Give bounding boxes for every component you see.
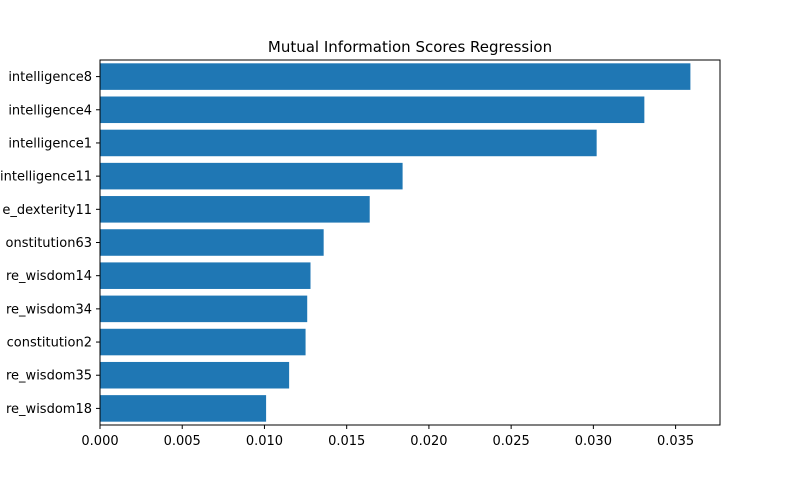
y-tick-label: intelligence4: [8, 103, 92, 118]
x-tick-label: 0.015: [328, 434, 365, 449]
x-tick-label: 0.020: [410, 434, 447, 449]
y-tick-label: e_dexterity11: [2, 203, 92, 218]
x-axis-ticks: 0.000 0.005 0.010 0.015 0.020 0.025 0.030 0.035: [81, 425, 694, 449]
y-tick-label: re_wisdom35: [6, 369, 92, 384]
y-tick-labels: intelligence8 intelligence4 intelligence1 i…: [0, 70, 100, 417]
x-tick-label: 0.030: [575, 434, 612, 449]
x-tick-label: 0.025: [493, 434, 530, 449]
y-tick-label: constitution2: [7, 336, 92, 351]
chart-title: Mutual Information Scores Regression: [268, 38, 552, 56]
bar-intelligence4: [100, 96, 645, 124]
bar-intelligence8: [100, 63, 691, 90]
bar-onstitution63: [100, 229, 324, 256]
y-tick-label: re_wisdom14: [6, 269, 92, 284]
x-tick-label: 0.035: [657, 434, 694, 449]
bar-intelligence1: [100, 129, 597, 157]
bar-constitution2: [100, 328, 306, 356]
bar-e_dexterity11: [100, 196, 370, 223]
bars-layer: [100, 63, 691, 422]
axes-frame: [99, 59, 721, 426]
axes-border: [99, 59, 721, 426]
x-tick-label: 0.005: [164, 434, 201, 449]
y-tick-label: onstitution63: [6, 236, 92, 251]
y-tick-label: intelligence1: [8, 136, 92, 151]
x-tick-label: 0.000: [81, 434, 118, 449]
y-tick-label: intelligence11: [0, 170, 92, 185]
y-tick-label: re_wisdom18: [6, 402, 92, 417]
bar-re_wisdom34: [100, 295, 308, 323]
bar-re_wisdom18: [100, 395, 267, 422]
bar-intelligence11: [100, 162, 403, 190]
x-tick-label: 0.010: [246, 434, 283, 449]
bar-re_wisdom35: [100, 361, 290, 389]
y-tick-label: intelligence8: [8, 70, 92, 85]
y-tick-label: re_wisdom34: [6, 302, 92, 317]
bar-re_wisdom14: [100, 262, 311, 289]
